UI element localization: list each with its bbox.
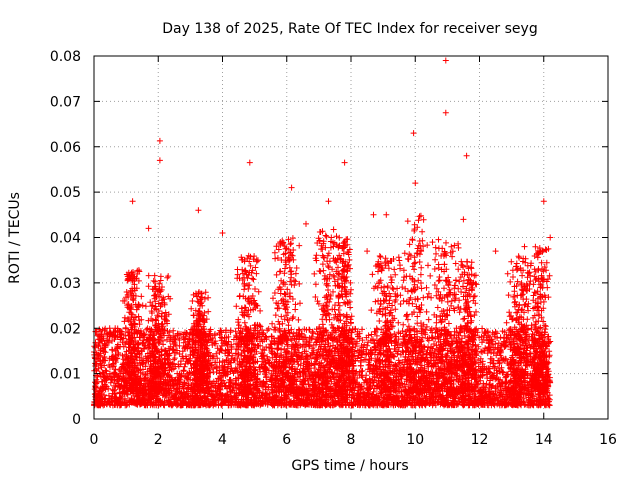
data-point (217, 346, 224, 353)
data-point (370, 388, 377, 395)
data-point (265, 325, 272, 332)
data-point (181, 363, 188, 370)
data-point (308, 335, 315, 342)
data-point (170, 327, 177, 334)
data-point (92, 344, 99, 351)
data-point (171, 355, 178, 362)
data-point (479, 339, 485, 346)
data-point (109, 346, 115, 353)
data-points (91, 57, 554, 409)
data-point (264, 327, 271, 334)
data-point (500, 369, 507, 376)
data-point (419, 334, 426, 341)
data-point (101, 392, 108, 398)
data-point (180, 339, 187, 346)
chart-title: Day 138 of 2025, Rate Of TEC Index for r… (162, 21, 537, 37)
data-point (232, 328, 239, 335)
data-point (364, 342, 371, 349)
